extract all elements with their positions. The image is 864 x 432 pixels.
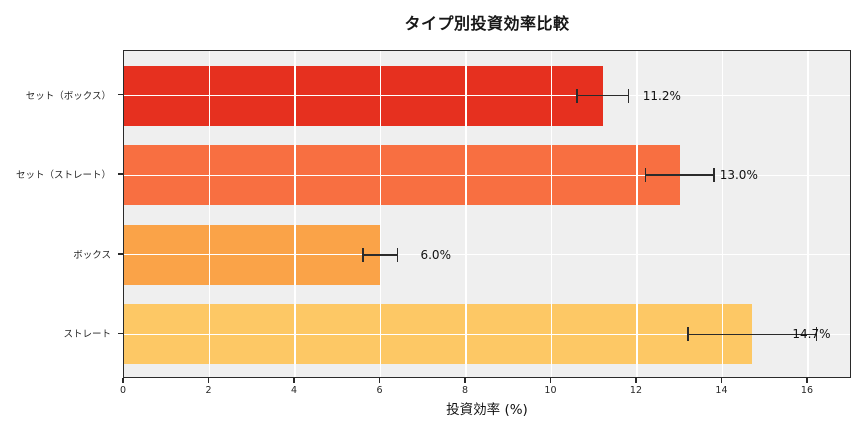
error-bar-line (363, 253, 398, 256)
x-tick-label: 8 (461, 385, 468, 396)
gridline-vertical (294, 51, 296, 377)
error-bar-cap (687, 327, 690, 342)
x-tick-label: 16 (800, 385, 814, 396)
gridline-horizontal (124, 333, 850, 335)
gridline-horizontal (124, 174, 850, 176)
error-bar-cap (713, 168, 715, 183)
chart-title: タイプ別投資効率比較 (404, 14, 570, 33)
y-tick-label: セット（ボックス） (25, 90, 111, 102)
bar-value-label: 11.2% (642, 88, 681, 103)
error-bar-line (577, 94, 629, 97)
gridline-vertical (379, 51, 382, 377)
y-tick-mark (118, 332, 123, 335)
y-tick-mark (118, 173, 123, 175)
error-bar-cap (627, 88, 630, 103)
x-tick-label: 0 (119, 385, 127, 396)
x-tick-mark (464, 378, 466, 383)
y-tick-mark (118, 253, 123, 255)
gridline-vertical (636, 51, 638, 377)
bar-value-label: 6.0% (420, 247, 451, 262)
x-tick-label: 6 (376, 385, 383, 396)
plot-area: 11.2% 13.0% 6.0% 14.7% (123, 50, 851, 378)
error-bar-line (645, 174, 714, 177)
x-tick-mark (122, 378, 124, 383)
gridline-horizontal (124, 95, 850, 97)
error-bar-cap (362, 247, 365, 262)
gridline-vertical (208, 51, 211, 377)
error-bar-cap (815, 327, 818, 342)
gridline-vertical (465, 51, 467, 377)
gridline-vertical (721, 51, 724, 377)
y-tick-label: ストレート (63, 329, 111, 341)
error-bar-cap (576, 88, 579, 103)
x-tick-mark (720, 378, 723, 383)
x-tick-mark (378, 378, 381, 383)
x-tick-label: 12 (629, 385, 643, 396)
error-bar-line (688, 333, 817, 336)
x-tick-label: 2 (205, 385, 212, 396)
x-tick-mark (806, 378, 808, 383)
gridline-horizontal (124, 254, 850, 256)
x-tick-label: 14 (715, 385, 728, 396)
bar-value-label: 13.0% (719, 168, 758, 183)
y-tick-label: ボックス (73, 249, 111, 261)
gridline-vertical (807, 51, 809, 377)
y-tick-mark (118, 93, 123, 96)
x-tick-mark (293, 378, 295, 383)
error-bar-cap (396, 247, 399, 262)
y-tick-label: セット（ストレート） (15, 170, 111, 182)
bar-value-label: 14.7% (792, 327, 831, 342)
x-tick-mark (207, 378, 210, 383)
x-tick-label: 4 (290, 385, 297, 396)
gridline-vertical (550, 51, 553, 377)
x-axis-label: 投資効率 (%) (446, 402, 528, 418)
x-tick-mark (549, 378, 552, 383)
x-tick-label: 10 (544, 385, 557, 396)
error-bar-cap (644, 168, 647, 183)
x-tick-mark (635, 378, 637, 383)
